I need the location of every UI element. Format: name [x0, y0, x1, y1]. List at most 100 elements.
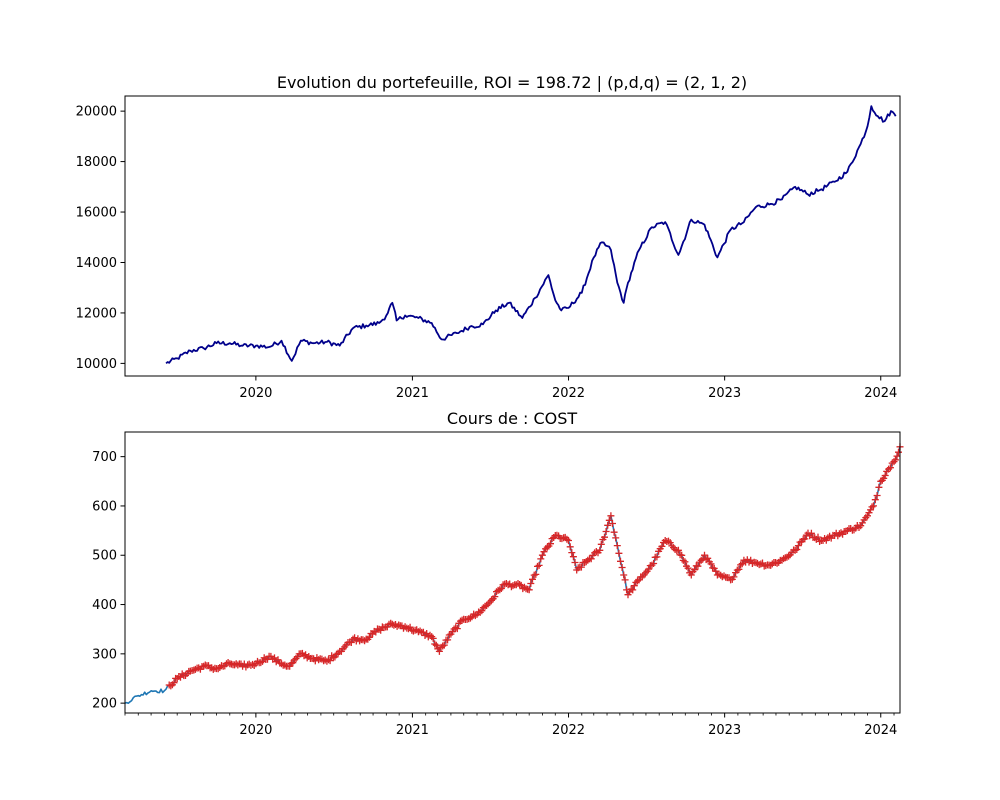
price-marker — [329, 654, 337, 662]
price-marker — [674, 546, 682, 554]
price-marker — [596, 546, 604, 554]
price-marker — [886, 464, 894, 472]
price-marker — [737, 561, 745, 569]
x-tick-label: 2021 — [396, 386, 429, 401]
x-tick-label: 2020 — [239, 386, 272, 401]
price-marker — [807, 529, 815, 537]
price-marker — [466, 614, 474, 622]
price-marker — [440, 641, 448, 649]
price-marker — [445, 631, 453, 639]
price-marker — [478, 607, 486, 615]
price-marker — [543, 543, 551, 551]
price-marker — [496, 586, 504, 594]
price-marker — [516, 581, 524, 588]
price-axis-ticks: 2020 2021 2022 2023 2024 200 300 400 500 600 700 — [92, 450, 897, 738]
price-marker — [565, 537, 572, 544]
price-marker — [452, 624, 460, 632]
price-marker — [209, 665, 217, 673]
price-marker — [538, 551, 546, 559]
price-marker — [864, 512, 871, 520]
price-marker — [214, 665, 222, 673]
portfolio-series — [165, 105, 897, 365]
x-tick-label: 2022 — [552, 386, 585, 401]
price-marker — [497, 585, 505, 592]
price-marker — [483, 602, 491, 609]
price-marker — [249, 660, 257, 668]
price-marker — [615, 549, 623, 557]
price-marker — [870, 502, 877, 510]
price-marker — [881, 472, 889, 479]
price-marker — [892, 456, 899, 464]
x-tick-label: 2024 — [864, 723, 897, 738]
price-marker — [679, 556, 687, 564]
price-marker — [701, 551, 708, 559]
price-marker — [532, 570, 540, 578]
portfolio-value-line — [165, 105, 897, 365]
price-marker — [875, 483, 883, 491]
price-marker — [365, 633, 373, 641]
y-tick-label: 16000 — [76, 206, 117, 221]
price-marker — [650, 560, 658, 567]
x-tick-label: 2024 — [864, 386, 897, 401]
price-marker — [684, 564, 692, 572]
price-marker — [893, 452, 901, 460]
price-marker — [419, 628, 427, 636]
price-marker — [617, 557, 624, 565]
price-marker — [602, 528, 610, 535]
price-marker — [566, 543, 574, 551]
price-marker — [733, 566, 741, 574]
price-marker — [563, 535, 571, 543]
price-marker — [405, 625, 412, 633]
price-marker — [287, 660, 295, 667]
price-marker — [678, 551, 686, 559]
portfolio-plot-frame — [124, 95, 901, 377]
y-tick-label: 700 — [92, 450, 117, 465]
price-marker — [620, 571, 628, 579]
price-marker — [435, 647, 443, 655]
price-marker — [735, 565, 743, 573]
price-plot-frame — [124, 431, 901, 714]
price-marker — [568, 549, 576, 557]
price-marker — [630, 582, 638, 590]
price-marker — [691, 566, 699, 574]
price-marker — [687, 571, 695, 579]
price-marker — [794, 542, 802, 550]
price-marker — [634, 577, 641, 585]
price-marker — [613, 542, 621, 550]
price-marker — [814, 533, 822, 541]
price-marker — [730, 573, 738, 581]
price-marker — [547, 540, 554, 548]
price-marker — [609, 520, 616, 527]
price-marker — [281, 661, 289, 669]
price-marker — [569, 553, 577, 561]
price-marker — [793, 546, 801, 553]
price-marker — [530, 571, 538, 579]
price-plot: Cours de : COST 2020 2021 2022 2023 2024 200 3… — [92, 409, 904, 738]
price-marker — [658, 542, 666, 550]
price-marker — [621, 576, 629, 584]
y-tick-label: 200 — [92, 697, 117, 712]
price-marker — [681, 558, 689, 566]
price-marker — [395, 621, 403, 629]
price-marker — [429, 634, 437, 642]
y-tick-label: 18000 — [76, 155, 117, 170]
price-marker — [618, 564, 626, 571]
price-marker — [416, 627, 424, 635]
price-marker — [488, 596, 495, 604]
y-tick-label: 400 — [92, 598, 117, 613]
price-marker — [439, 642, 447, 650]
price-marker — [610, 528, 618, 536]
price-marker — [605, 516, 613, 524]
price-marker — [571, 559, 579, 566]
price-marker — [431, 640, 439, 648]
y-tick-label: 10000 — [76, 357, 117, 372]
price-chart-title: Cours de : COST — [447, 409, 578, 428]
y-tick-label: 14000 — [76, 256, 117, 271]
price-marker — [601, 533, 608, 541]
y-tick-label: 300 — [92, 647, 117, 662]
price-marker — [537, 555, 545, 563]
price-marker — [607, 512, 615, 520]
price-marker — [529, 575, 536, 583]
